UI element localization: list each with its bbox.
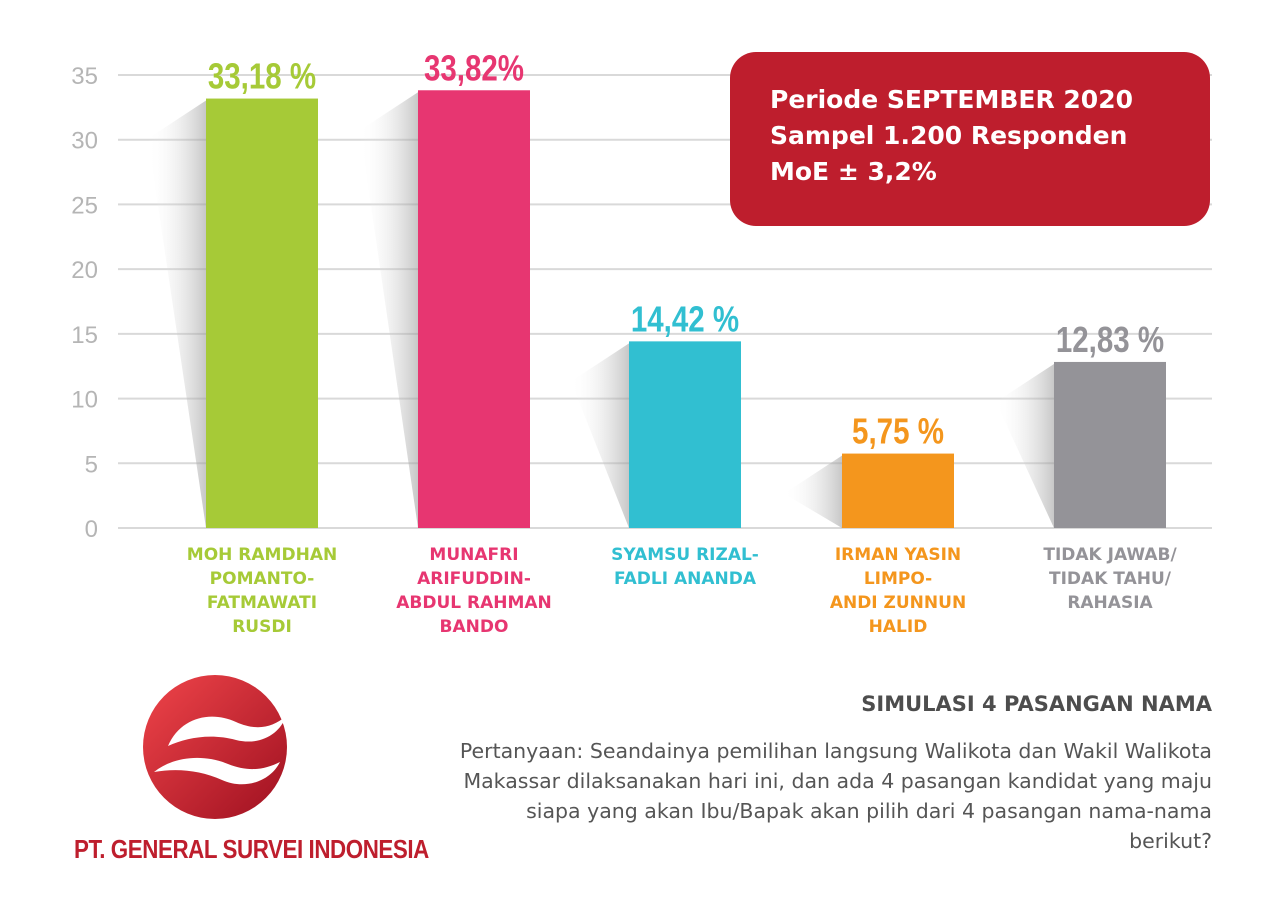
y-tick-label: 20	[71, 257, 98, 284]
company-name: PT. GENERAL SURVEI INDONESIA	[74, 834, 429, 864]
category-labels: MOH RAMDHAN POMANTO- FATMAWATI RUSDI MUNAFRI…	[187, 545, 1178, 637]
bar-shadow	[571, 343, 629, 528]
value-label: 5,75 %	[852, 411, 944, 451]
category-label: FADLI ANANDA	[614, 569, 757, 589]
bar-shadow	[360, 92, 418, 528]
y-tick-label: 25	[71, 192, 98, 219]
category-label: TIDAK JAWAB/	[1043, 545, 1177, 565]
y-axis-ticks: 35 30 25 20 15 10 5 0	[71, 63, 98, 543]
bar-shadow	[996, 363, 1054, 528]
category-label: ABDUL RAHMAN	[396, 593, 552, 613]
category-label: RAHASIA	[1067, 593, 1153, 613]
bar	[629, 341, 741, 528]
category-label: TIDAK TAHU/	[1049, 569, 1172, 589]
y-tick-label: 5	[85, 451, 98, 478]
category-label: SYAMSU RIZAL-	[611, 545, 759, 565]
category-label: IRMAN YASIN	[835, 545, 961, 565]
y-tick-label: 0	[85, 516, 98, 543]
survey-question: Pertanyaan: Seandainya pemilihan langsun…	[459, 739, 1212, 853]
y-tick-label: 15	[71, 322, 98, 349]
category-label: POMANTO-	[210, 569, 315, 589]
category-label: MOH RAMDHAN	[187, 545, 337, 565]
bar	[418, 90, 530, 528]
company-logo	[143, 675, 287, 819]
category-label: BANDO	[440, 617, 509, 637]
bar	[206, 98, 318, 528]
survey-period: Periode SEPTEMBER 2020	[770, 85, 1133, 114]
y-tick-label: 35	[71, 63, 98, 90]
value-label: 33,82%	[424, 47, 524, 87]
category-label: LIMPO-	[864, 569, 932, 589]
value-label: 12,83 %	[1056, 319, 1164, 359]
bar	[842, 453, 954, 528]
simulation-title: SIMULASI 4 PASANGAN NAMA	[861, 692, 1212, 716]
category-label: FATMAWATI	[207, 593, 317, 613]
survey-moe: MoE ± 3,2%	[770, 157, 937, 186]
survey-info-box: Periode SEPTEMBER 2020 Sampel 1.200 Resp…	[730, 52, 1210, 226]
value-label: 33,18 %	[208, 56, 316, 96]
y-tick-label: 10	[71, 387, 98, 414]
category-label: ARIFUDDIN-	[417, 569, 531, 589]
bar-shadow	[784, 455, 842, 528]
category-label: HALID	[869, 617, 928, 637]
survey-sample: Sampel 1.200 Responden	[770, 121, 1128, 150]
value-labels: 33,18 % 33,82% 14,42 % 5,75 % 12,83 %	[208, 47, 1164, 451]
value-label: 14,42 %	[631, 299, 739, 339]
y-tick-label: 30	[71, 128, 98, 155]
category-label: ANDI ZUNNUN	[830, 593, 966, 613]
bar-shadows	[148, 92, 1054, 528]
bars	[206, 90, 1166, 528]
category-label: MUNAFRI	[429, 545, 518, 565]
bar-shadow	[148, 100, 206, 528]
bar	[1054, 361, 1166, 528]
category-label: RUSDI	[232, 617, 292, 637]
